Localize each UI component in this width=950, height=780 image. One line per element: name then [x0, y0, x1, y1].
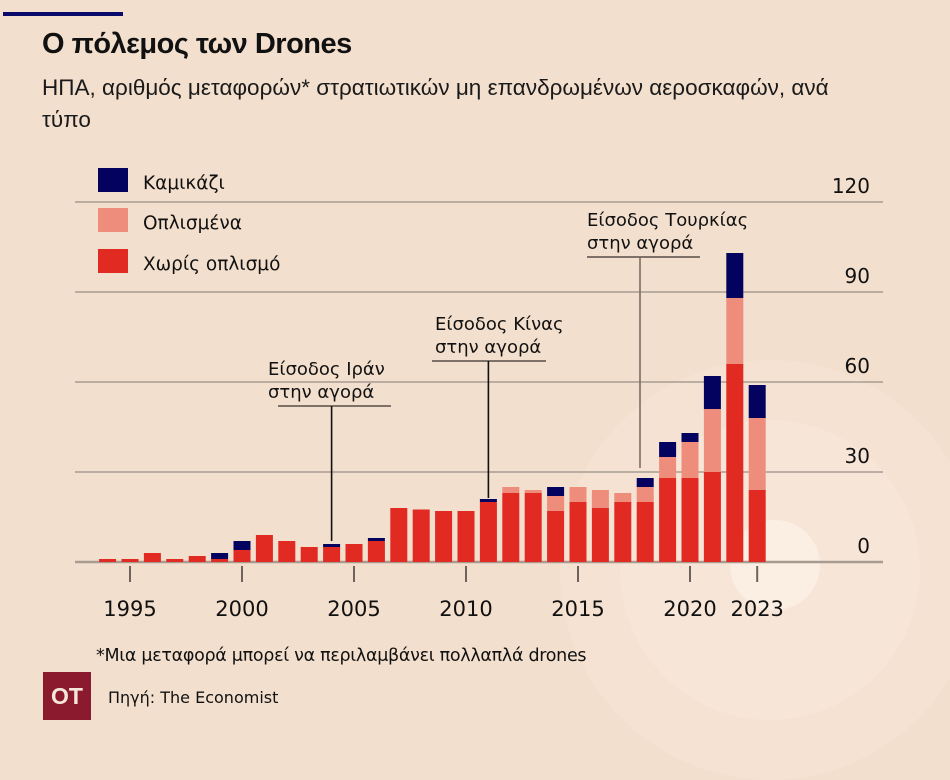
bar-unarmed-2006 — [367, 541, 385, 562]
bar-armed-2014 — [547, 496, 565, 511]
bar-unarmed-2021 — [703, 472, 721, 562]
bar-unarmed-2002 — [278, 541, 296, 562]
chart-subtitle: ΗΠΑ, αριθμός μεταφορών* στρατιωτικών μη … — [42, 75, 829, 132]
chart-title: Ο πόλεμος των Drones — [42, 28, 352, 60]
bar-unarmed-2010 — [457, 511, 475, 562]
x-tick-label: 1995 — [103, 597, 156, 621]
x-ticks: 1995 2000 2005 2010 2015 2020 2023 — [103, 566, 784, 621]
bar-unarmed-1994 — [99, 559, 117, 562]
bar-kamikaze-1999 — [211, 553, 229, 559]
bar-armed-2023 — [748, 418, 766, 490]
y-tick-label: 30 — [845, 444, 870, 468]
accent-bar — [3, 12, 123, 16]
annotation-text-line1: Είσοδος Ιράν — [268, 359, 385, 380]
legend-swatch-armed — [98, 208, 128, 232]
y-tick-label: 90 — [845, 264, 870, 288]
gridlines — [75, 201, 883, 564]
bar-unarmed-2017 — [614, 502, 632, 562]
y-tick-label: 120 — [832, 174, 870, 198]
bar-unarmed-2013 — [524, 493, 542, 562]
bar-unarmed-2020 — [681, 478, 699, 562]
bar-armed-2015 — [569, 487, 587, 502]
bar-unarmed-2003 — [300, 547, 318, 562]
bar-kamikaze-2006 — [367, 538, 385, 541]
x-tick-label: 2010 — [439, 597, 492, 621]
bar-kamikaze-2018 — [636, 478, 654, 487]
bar-kamikaze-2011 — [479, 499, 497, 502]
legend-label-armed: Οπλισμένα — [143, 213, 242, 234]
bar-unarmed-2012 — [502, 493, 520, 562]
bar-unarmed-1996 — [143, 553, 161, 562]
x-tick-label: 2005 — [327, 597, 380, 621]
legend-swatch-kamikaze — [98, 168, 128, 192]
annotation-text-line2: στην αγορά — [435, 337, 541, 358]
annotation-text-line1: Είσοδος Κίνας — [435, 314, 564, 335]
bar-unarmed-1995 — [121, 559, 139, 562]
bar-kamikaze-2019 — [659, 442, 677, 457]
bar-unarmed-2016 — [591, 508, 609, 562]
bar-armed-2018 — [636, 487, 654, 502]
annotation-text-line2: στην αγορά — [268, 382, 374, 403]
bar-kamikaze-2004 — [323, 544, 341, 547]
bar-unarmed-1997 — [166, 559, 184, 562]
bar-armed-2017 — [614, 493, 632, 502]
bar-unarmed-2019 — [659, 478, 677, 562]
x-tick-label: 2023 — [730, 597, 783, 621]
bar-armed-2013 — [524, 490, 542, 493]
bar-kamikaze-2023 — [748, 385, 766, 418]
y-tick-labels: 0 30 60 90 120 — [832, 174, 870, 558]
bar-kamikaze-2021 — [703, 376, 721, 409]
bar-unarmed-2023 — [748, 490, 766, 562]
bar-armed-2019 — [659, 457, 677, 478]
bar-kamikaze-2020 — [681, 433, 699, 442]
legend-label-unarmed: Χωρίς οπλισμό — [143, 254, 280, 275]
legend-label-kamikaze: Καμικάζι — [143, 173, 225, 194]
annotation-text-line1: Είσοδος Τουρκίας — [587, 210, 748, 231]
bar-unarmed-2008 — [412, 509, 430, 562]
bar-armed-2016 — [591, 490, 609, 508]
bar-unarmed-2005 — [345, 544, 363, 562]
x-tick-label: 2015 — [551, 597, 604, 621]
x-tick-label: 2000 — [215, 597, 268, 621]
bar-armed-2020 — [681, 442, 699, 478]
bar-unarmed-1999 — [211, 559, 229, 562]
bar-unarmed-2009 — [435, 511, 453, 562]
bar-unarmed-2007 — [390, 508, 408, 562]
annotation-text-line2: στην αγορά — [587, 233, 693, 254]
ot-logo: ΟΤ — [43, 672, 91, 720]
x-tick-label: 2020 — [663, 597, 716, 621]
bar-kamikaze-2022 — [726, 253, 744, 298]
bar-unarmed-2001 — [255, 535, 273, 562]
bar-unarmed-2000 — [233, 550, 251, 562]
legend: Καμικάζι Οπλισμένα Χωρίς οπλισμό — [98, 168, 280, 275]
bar-kamikaze-2014 — [547, 487, 565, 496]
legend-swatch-unarmed — [98, 249, 128, 273]
bar-unarmed-1998 — [188, 556, 206, 562]
y-tick-label: 60 — [845, 354, 870, 378]
y-tick-label: 0 — [857, 534, 870, 558]
bar-kamikaze-2000 — [233, 541, 251, 550]
bars — [99, 253, 766, 562]
bar-armed-2022 — [726, 298, 744, 364]
bar-unarmed-2004 — [323, 547, 341, 562]
footnote: *Μια μεταφορά μπορεί να περιλαμβάνει πολ… — [96, 646, 587, 666]
bar-armed-2021 — [703, 409, 721, 472]
bar-unarmed-2022 — [726, 364, 744, 562]
bar-armed-2012 — [502, 487, 520, 493]
bar-unarmed-2011 — [479, 502, 497, 562]
bar-unarmed-2014 — [547, 511, 565, 562]
bar-unarmed-2015 — [569, 502, 587, 562]
source-note: Πηγή: The Economist — [108, 688, 279, 707]
bar-unarmed-2018 — [636, 502, 654, 562]
